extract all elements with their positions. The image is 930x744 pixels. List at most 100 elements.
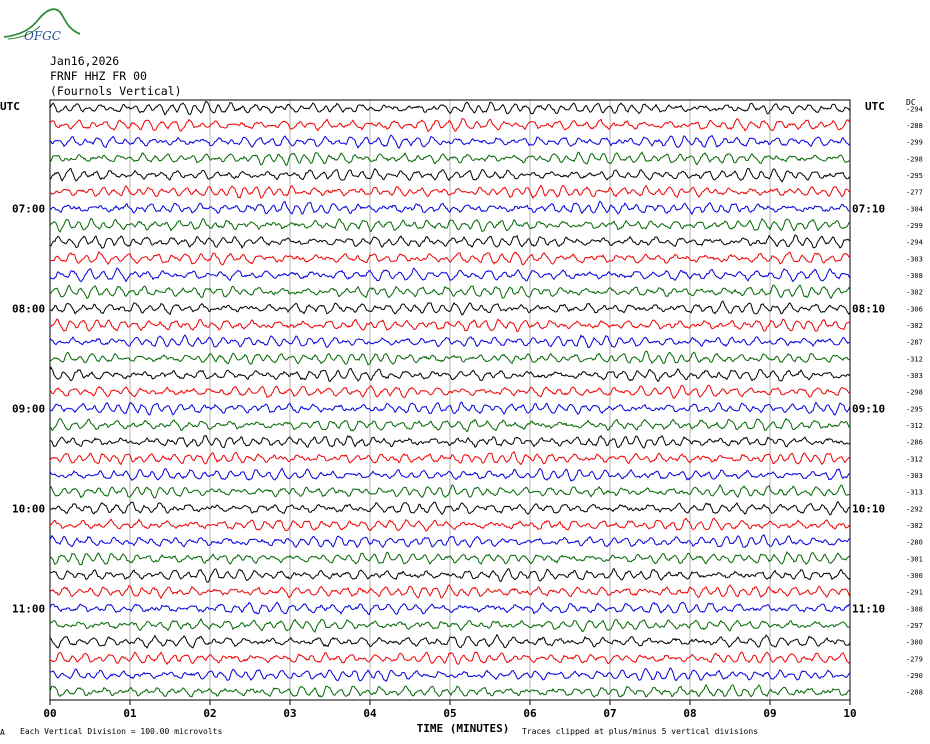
dc-offset-label: -303 [906,255,923,263]
seismic-trace [49,500,851,516]
seismic-trace [49,434,851,449]
clip-note: Traces clipped at plus/minus 5 vertical … [522,727,759,736]
right-hour-label: 08:10 [852,302,885,315]
seismic-trace [49,517,851,532]
dc-offset-label: -294 [906,105,923,113]
right-hour-label: 09:10 [852,402,885,415]
dc-offset-label: -300 [906,572,923,580]
dc-offset-label: -291 [906,589,923,597]
dc-offset-label: -299 [906,139,923,147]
dc-offset-label: -308 [906,605,923,613]
dc-offset-label: -280 [906,539,923,547]
seismic-trace [49,234,851,249]
station-code: FRNF HHZ FR 00 [50,69,147,83]
seismic-trace [49,318,850,333]
dc-offset-label: -302 [906,322,923,330]
dc-offset-label: -303 [906,472,923,480]
dc-offset-label: -286 [906,439,923,447]
seismic-trace [49,384,851,399]
seismic-trace [49,151,851,167]
seismic-trace [49,551,851,566]
seismic-trace [49,417,851,433]
seismic-trace [49,184,851,200]
x-tick-label: 08 [683,707,696,720]
dc-offset-label: -277 [906,189,923,197]
left-hour-label: 08:00 [12,302,45,315]
x-tick-label: 03 [283,707,296,720]
dc-offset-label: -301 [906,555,923,563]
seismic-trace [49,200,851,216]
dc-offset-label: -290 [906,672,923,680]
seismic-trace [49,584,851,600]
dc-offset-label: -294 [906,239,923,247]
seismic-trace [49,250,851,266]
dc-offset-label: -300 [906,639,923,647]
dc-offset-label: -312 [906,455,923,463]
dc-offset-label: -295 [906,405,923,413]
x-tick-label: 07 [603,707,616,720]
seismic-trace [49,617,851,633]
seismic-trace [49,483,851,499]
seismic-trace [49,300,851,316]
x-tick-label: 10 [843,707,856,720]
right-utc-label: UTC [865,100,885,113]
dc-header: DC [906,98,916,107]
dc-offset-label: -279 [906,655,923,663]
seismic-trace [49,167,851,183]
seismic-trace [49,567,851,583]
dc-offset-label: -312 [906,355,923,363]
left-hour-label: 07:00 [12,202,45,215]
right-hour-label: 07:10 [852,202,885,215]
seismogram-date: Jan16,2026 [50,54,120,68]
seismic-trace [49,366,851,383]
logo-text: OFGC [24,29,61,43]
plot-frame [49,99,851,701]
seismic-trace [49,334,851,349]
x-tick-label: 06 [523,707,537,720]
seismic-trace [49,633,851,649]
dc-offset-label: -292 [906,505,923,513]
dc-offset-label: -312 [906,422,923,430]
seismic-trace [49,684,851,698]
x-tick-label: 09 [763,707,776,720]
dc-offset-label: -295 [906,172,923,180]
dc-offset-label: -302 [906,522,923,530]
right-hour-label: 11:10 [852,602,885,615]
dc-offset-label: -304 [906,205,923,213]
seismic-trace [49,534,851,549]
station-location: (Fournols Vertical) [50,84,182,98]
dc-offset-label: -298 [906,155,923,163]
x-tick-label: 04 [363,707,377,720]
left-hour-label: 11:00 [12,602,45,615]
dc-offset-label: -306 [906,305,923,313]
seismic-trace [49,284,851,300]
seismic-trace [49,134,850,149]
ofgc-logo: OFGC [3,8,81,43]
seismic-trace [49,651,851,666]
seismic-trace [49,601,851,616]
scale-note: Each Vertical Division = 100.00 microvol… [20,727,223,736]
right-hour-label: 10:10 [852,502,885,515]
seismic-trace [49,401,851,416]
dc-offset-label: -288 [906,122,923,130]
dc-offset-label: -313 [906,489,923,497]
seismic-trace [49,217,851,233]
dc-offset-label: -299 [906,222,923,230]
left-hour-label: 09:00 [12,402,45,415]
seismic-trace [49,267,851,283]
dc-offset-label: -287 [906,339,923,347]
seismic-trace [49,118,851,133]
x-tick-label: 01 [123,707,137,720]
footer-mark: A [0,728,5,737]
x-tick-label: 05 [443,707,456,720]
seismic-trace [49,667,851,682]
seismic-trace [49,100,851,116]
dc-offset-label: -297 [906,622,923,630]
dc-offset-label: -298 [906,389,923,397]
left-hour-label: 10:00 [12,502,45,515]
seismic-trace [49,350,851,366]
x-axis-title: TIME (MINUTES) [417,722,510,735]
x-tick-label: 02 [203,707,216,720]
seismic-trace [49,450,851,466]
